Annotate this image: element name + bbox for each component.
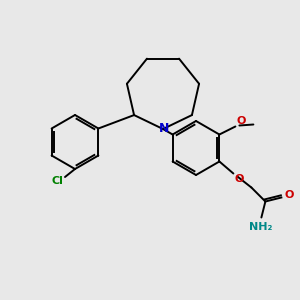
Text: O: O: [234, 175, 244, 184]
Text: O: O: [284, 190, 294, 200]
Text: Cl: Cl: [51, 176, 63, 186]
Text: NH₂: NH₂: [249, 221, 272, 232]
Text: O: O: [236, 116, 246, 125]
Text: N: N: [159, 122, 169, 136]
